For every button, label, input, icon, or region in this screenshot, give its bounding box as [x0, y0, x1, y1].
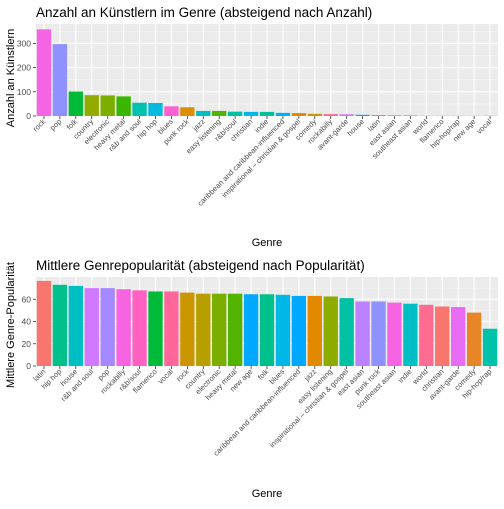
bar — [37, 281, 51, 366]
bar — [308, 114, 322, 116]
y-tick-label: 0 — [26, 361, 31, 371]
bar — [37, 29, 51, 116]
chart-1-ylabel: Anzahl an Künstlern — [5, 29, 17, 127]
bar — [148, 291, 162, 366]
bar — [419, 305, 433, 366]
bar — [324, 296, 338, 366]
bar — [276, 295, 290, 366]
bar — [339, 298, 353, 366]
bar — [132, 290, 146, 366]
bar — [403, 304, 417, 366]
bar — [196, 294, 210, 366]
bar — [212, 111, 226, 116]
bar — [180, 107, 194, 116]
bar — [148, 103, 162, 116]
y-tick-label: 0 — [26, 111, 31, 121]
bar — [228, 294, 242, 366]
y-tick-label: 100 — [17, 87, 31, 97]
bar — [339, 114, 353, 116]
bar — [308, 296, 322, 366]
y-tick-label: 40 — [22, 317, 32, 327]
bar — [244, 294, 258, 366]
bar — [355, 301, 369, 366]
bar — [244, 112, 258, 116]
chart-2-ylabel: Mittlere Genre-Popularität — [5, 262, 17, 388]
chart-1-title: Anzahl an Künstlern im Genre (absteigend… — [36, 5, 372, 20]
bar — [355, 115, 369, 116]
chart-2-title: Mittlere Genrepopularität (absteigend na… — [36, 258, 365, 273]
y-tick-label: 300 — [17, 38, 31, 48]
bar — [435, 306, 449, 366]
bar — [116, 96, 130, 116]
bar — [69, 92, 83, 116]
y-tick-label: 200 — [17, 63, 31, 73]
bar — [260, 294, 274, 366]
y-tick-label: 60 — [22, 294, 32, 304]
bar — [180, 293, 194, 366]
bar — [85, 95, 99, 116]
bar — [467, 313, 481, 366]
bar — [164, 291, 178, 366]
bar — [276, 113, 290, 116]
bar — [85, 288, 99, 366]
bar — [451, 307, 465, 366]
y-tick-label: 20 — [22, 339, 32, 349]
bar — [116, 289, 130, 366]
bar — [212, 294, 226, 366]
bar — [53, 285, 67, 366]
chart-1-xlabel: Genre — [252, 237, 283, 249]
bar — [324, 114, 338, 116]
bar — [483, 329, 497, 366]
bar — [371, 115, 385, 116]
bar — [69, 286, 83, 366]
bar — [371, 301, 385, 366]
bar — [101, 95, 115, 116]
bar — [260, 112, 274, 116]
bar — [292, 113, 306, 116]
bar — [387, 303, 401, 366]
bar — [292, 296, 306, 366]
bar — [53, 44, 67, 116]
bar — [196, 111, 210, 116]
bar — [228, 112, 242, 116]
bar — [164, 106, 178, 116]
bar — [132, 103, 146, 116]
chart-2-xlabel: Genre — [252, 488, 283, 500]
bar — [101, 288, 115, 366]
